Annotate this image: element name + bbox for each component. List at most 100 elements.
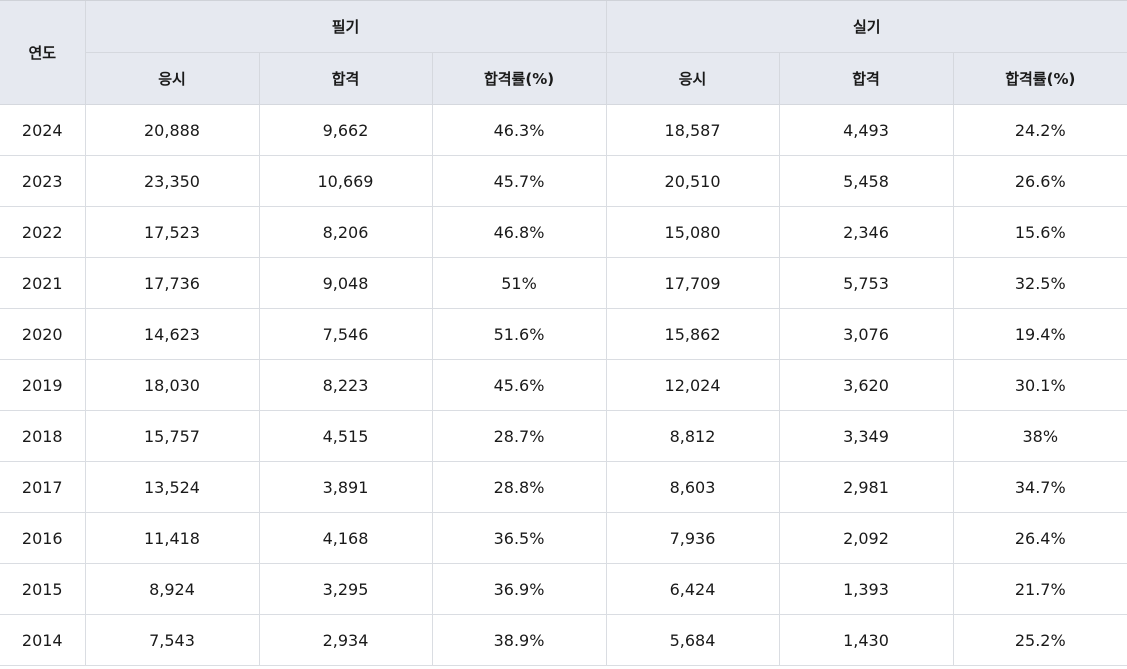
written-applicants-cell: 17,736 — [84, 257, 259, 309]
written-passed-cell: 3,295 — [258, 563, 432, 615]
practical-passed-cell: 3,349 — [778, 410, 954, 462]
practical-applicants-cell: 6,424 — [605, 563, 780, 615]
practical-passed-cell: 5,458 — [778, 155, 954, 207]
written-pass-rate-cell: 38.9% — [431, 614, 607, 666]
practical-passed-cell: 5,753 — [778, 257, 954, 309]
year-cell: 2019 — [0, 359, 85, 411]
year-cell: 2020 — [0, 308, 85, 360]
written-applicants-cell: 7,543 — [84, 614, 259, 666]
practical-passed-cell: 2,346 — [778, 206, 954, 258]
year-cell: 2015 — [0, 563, 85, 615]
written-pass-rate-cell: 28.7% — [431, 410, 607, 462]
header-row-subcolumns: 응시 합격 합격률(%) 응시 합격 합격률(%) — [0, 52, 1127, 105]
written-pass-rate-cell: 45.7% — [431, 155, 607, 207]
practical-passed-cell: 1,430 — [778, 614, 954, 666]
practical-pass-rate-cell: 38% — [952, 410, 1127, 462]
table-row: 2021 17,736 9,048 51% 17,709 5,753 32.5% — [0, 257, 1127, 309]
table-row: 2016 11,418 4,168 36.5% 7,936 2,092 26.4% — [0, 512, 1127, 564]
written-passed-cell: 9,662 — [258, 104, 432, 156]
table-body: 2024 20,888 9,662 46.3% 18,587 4,493 24.2% 2023… — [0, 104, 1127, 666]
practical-pass-rate-cell: 26.4% — [952, 512, 1127, 564]
practical-passed-cell: 3,076 — [778, 308, 954, 360]
year-cell: 2014 — [0, 614, 85, 666]
practical-applicants-cell: 5,684 — [605, 614, 780, 666]
written-pass-rate-cell: 45.6% — [431, 359, 607, 411]
written-passed-cell: 4,168 — [258, 512, 432, 564]
written-applicants-cell: 20,888 — [84, 104, 259, 156]
table-row: 2014 7,543 2,934 38.9% 5,684 1,430 25.2% — [0, 614, 1127, 666]
practical-passed-cell: 4,493 — [778, 104, 954, 156]
year-cell: 2018 — [0, 410, 85, 462]
written-pass-rate-cell: 51.6% — [431, 308, 607, 360]
written-passed-cell: 3,891 — [258, 461, 432, 513]
written-pass-rate-cell: 36.9% — [431, 563, 607, 615]
practical-passed-cell: 2,092 — [778, 512, 954, 564]
practical-applicants-header: 응시 — [605, 52, 780, 105]
written-pass-rate-cell: 46.8% — [431, 206, 607, 258]
practical-pass-rate-cell: 19.4% — [952, 308, 1127, 360]
table-row: 2024 20,888 9,662 46.3% 18,587 4,493 24.2% — [0, 104, 1127, 156]
written-exam-header: 필기 — [84, 0, 607, 53]
written-passed-cell: 10,669 — [258, 155, 432, 207]
year-column-header: 연도 — [0, 0, 85, 105]
practical-passed-header: 합격 — [778, 52, 954, 105]
written-applicants-cell: 18,030 — [84, 359, 259, 411]
practical-applicants-cell: 18,587 — [605, 104, 780, 156]
table-row: 2022 17,523 8,206 46.8% 15,080 2,346 15.6% — [0, 206, 1127, 258]
written-passed-cell: 8,223 — [258, 359, 432, 411]
written-pass-rate-header: 합격률(%) — [431, 52, 607, 105]
practical-pass-rate-cell: 32.5% — [952, 257, 1127, 309]
practical-pass-rate-header: 합격률(%) — [952, 52, 1127, 105]
practical-pass-rate-cell: 25.2% — [952, 614, 1127, 666]
written-passed-cell: 2,934 — [258, 614, 432, 666]
practical-applicants-cell: 15,862 — [605, 308, 780, 360]
practical-pass-rate-cell: 26.6% — [952, 155, 1127, 207]
written-applicants-cell: 14,623 — [84, 308, 259, 360]
practical-applicants-cell: 15,080 — [605, 206, 780, 258]
written-pass-rate-cell: 36.5% — [431, 512, 607, 564]
practical-pass-rate-cell: 30.1% — [952, 359, 1127, 411]
year-cell: 2021 — [0, 257, 85, 309]
practical-passed-cell: 1,393 — [778, 563, 954, 615]
written-applicants-cell: 11,418 — [84, 512, 259, 564]
table-row: 2017 13,524 3,891 28.8% 8,603 2,981 34.7% — [0, 461, 1127, 513]
written-passed-cell: 9,048 — [258, 257, 432, 309]
written-applicants-cell: 17,523 — [84, 206, 259, 258]
written-passed-cell: 4,515 — [258, 410, 432, 462]
written-applicants-cell: 13,524 — [84, 461, 259, 513]
practical-applicants-cell: 8,603 — [605, 461, 780, 513]
written-pass-rate-cell: 28.8% — [431, 461, 607, 513]
header-row-groups: 연도 필기 실기 — [0, 0, 1127, 105]
written-pass-rate-cell: 46.3% — [431, 104, 607, 156]
practical-pass-rate-cell: 15.6% — [952, 206, 1127, 258]
practical-exam-header: 실기 — [605, 0, 1127, 53]
practical-applicants-cell: 17,709 — [605, 257, 780, 309]
written-applicants-cell: 15,757 — [84, 410, 259, 462]
table-row: 2020 14,623 7,546 51.6% 15,862 3,076 19.4% — [0, 308, 1127, 360]
practical-passed-cell: 3,620 — [778, 359, 954, 411]
written-applicants-cell: 8,924 — [84, 563, 259, 615]
practical-applicants-cell: 7,936 — [605, 512, 780, 564]
practical-passed-cell: 2,981 — [778, 461, 954, 513]
practical-applicants-cell: 20,510 — [605, 155, 780, 207]
table-row: 2015 8,924 3,295 36.9% 6,424 1,393 21.7% — [0, 563, 1127, 615]
practical-pass-rate-cell: 34.7% — [952, 461, 1127, 513]
year-cell: 2022 — [0, 206, 85, 258]
year-cell: 2016 — [0, 512, 85, 564]
written-applicants-header: 응시 — [84, 52, 259, 105]
year-cell: 2023 — [0, 155, 85, 207]
written-pass-rate-cell: 51% — [431, 257, 607, 309]
written-passed-cell: 8,206 — [258, 206, 432, 258]
table-row: 2019 18,030 8,223 45.6% 12,024 3,620 30.1% — [0, 359, 1127, 411]
practical-applicants-cell: 12,024 — [605, 359, 780, 411]
practical-pass-rate-cell: 21.7% — [952, 563, 1127, 615]
practical-applicants-cell: 8,812 — [605, 410, 780, 462]
written-applicants-cell: 23,350 — [84, 155, 259, 207]
table-row: 2018 15,757 4,515 28.7% 8,812 3,349 38% — [0, 410, 1127, 462]
written-passed-header: 합격 — [258, 52, 432, 105]
table-header: 연도 필기 실기 응시 합격 합격률(%) 응시 합격 합격률(%) — [0, 0, 1127, 105]
written-passed-cell: 7,546 — [258, 308, 432, 360]
table-row: 2023 23,350 10,669 45.7% 20,510 5,458 26.6% — [0, 155, 1127, 207]
year-cell: 2024 — [0, 104, 85, 156]
